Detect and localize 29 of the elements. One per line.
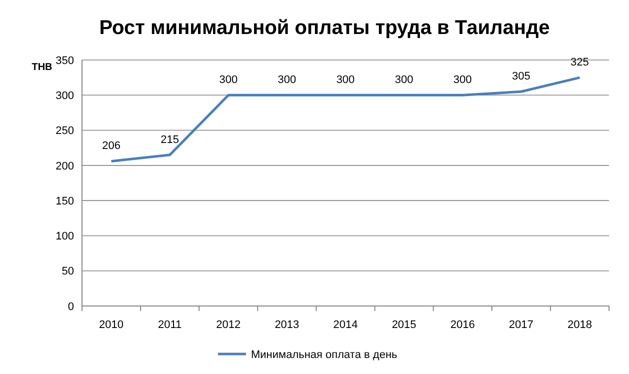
x-tick-label: 2017 bbox=[508, 319, 534, 331]
y-tick-label: 0 bbox=[68, 300, 74, 313]
data-label: 300 bbox=[336, 74, 355, 86]
y-tick-label: 150 bbox=[56, 195, 74, 208]
data-label: 215 bbox=[160, 134, 180, 146]
data-label: 300 bbox=[219, 74, 238, 86]
y-tick-label: 50 bbox=[62, 266, 74, 278]
y-axis-title: THB bbox=[32, 62, 52, 73]
y-tick-label: 200 bbox=[56, 160, 74, 172]
x-tick-label: 2018 bbox=[567, 319, 592, 331]
data-label: 325 bbox=[570, 56, 589, 69]
data-label: 305 bbox=[512, 70, 530, 83]
legend-label: Минимальная оплата в день bbox=[251, 348, 398, 361]
x-tick-label: 2013 bbox=[274, 319, 300, 331]
data-label: 300 bbox=[394, 74, 414, 86]
x-tick-label: 2012 bbox=[216, 319, 241, 331]
x-tick-label: 2016 bbox=[450, 319, 475, 331]
data-label: 300 bbox=[278, 74, 296, 86]
x-tick-label: 2011 bbox=[158, 319, 182, 331]
y-tick-label: 300 bbox=[56, 90, 74, 102]
data-label: 206 bbox=[102, 140, 120, 152]
y-tick-label: 250 bbox=[56, 125, 74, 138]
x-tick-label: 2014 bbox=[333, 319, 358, 331]
y-tick-label: 350 bbox=[56, 54, 74, 67]
y-tick-label: 100 bbox=[56, 230, 74, 243]
x-tick-label: 2015 bbox=[392, 319, 416, 331]
data-label: 300 bbox=[453, 74, 472, 86]
chart-title: Рост минимальной оплаты труда в Таиланде bbox=[99, 17, 550, 39]
x-tick-label: 2010 bbox=[99, 319, 124, 331]
